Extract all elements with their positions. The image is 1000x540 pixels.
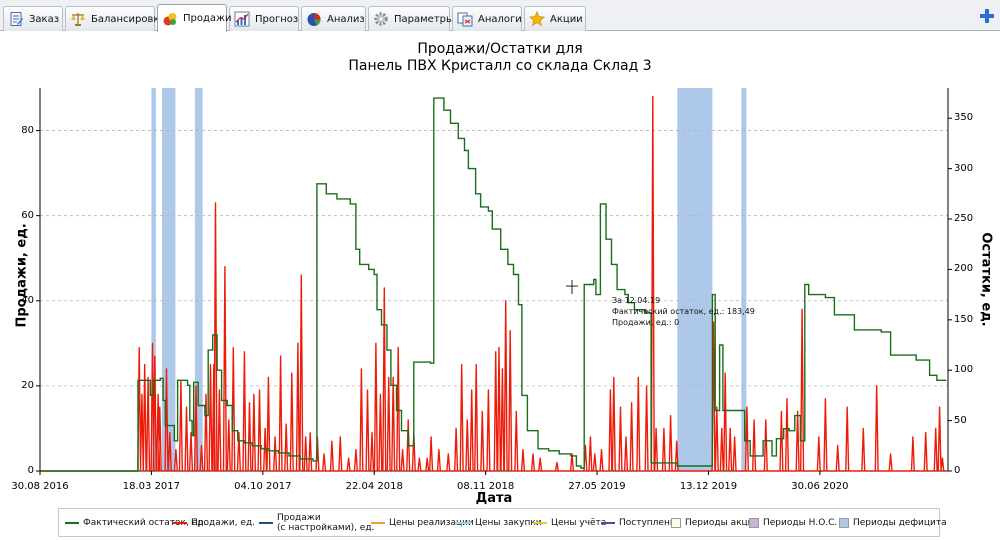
x-tick-label: 27.05 2019 xyxy=(568,481,626,492)
legend-label: Продажи (с настройками), ед. xyxy=(277,512,375,533)
chart-legend: Фактический остаток, ед. Продажи, ед. Прод… xyxy=(58,508,947,537)
legend-item[interactable]: Продажи, ед. xyxy=(173,509,255,536)
legend-item[interactable]: Поступления xyxy=(601,509,681,536)
y-right-tick-label: 200 xyxy=(954,263,974,275)
tooltip-stock: Фактический остаток, ед.: 183,49 xyxy=(612,307,755,316)
x-tick-label: 13.12 2019 xyxy=(679,481,738,492)
legend-label: Периоды Н.О.С. xyxy=(763,517,838,528)
legend-item[interactable]: Цены реализации xyxy=(371,509,474,536)
y-left-tick-label: 0 xyxy=(27,465,34,476)
legend-swatch xyxy=(749,517,759,528)
deficit-period xyxy=(151,88,156,471)
tab-label: Заказ xyxy=(29,13,60,25)
legend-swatch xyxy=(65,521,79,524)
y-right-tick-label: 0 xyxy=(954,465,961,476)
legend-swatch xyxy=(371,521,385,524)
legend-item[interactable]: Цены учёта xyxy=(533,509,606,536)
x-tick-label: 04.10 2017 xyxy=(234,481,292,492)
y-left-tick-label: 60 xyxy=(21,209,34,221)
legend-swatch xyxy=(259,521,273,524)
stock-series xyxy=(40,97,947,472)
legend-label: Продажи, ед. xyxy=(191,517,256,528)
tab-sales[interactable]: Продажи xyxy=(157,4,232,32)
legend-swatch xyxy=(173,521,187,524)
tooltip-date: За 12.04.19 xyxy=(612,296,661,305)
deficit-period xyxy=(194,88,203,471)
legend-label: Цены реализации xyxy=(389,517,474,528)
legend-swatch xyxy=(533,521,547,524)
legend-item[interactable]: Фактический остаток, ед. xyxy=(65,509,206,536)
legend-item[interactable]: Цены закупки xyxy=(457,509,542,536)
tab-balancing[interactable]: Балансировка xyxy=(65,6,166,31)
chart-title-line2: Панель ПВХ Кристалл со склада Склад 3 xyxy=(348,58,652,74)
x-tick-label: 30.08 2016 xyxy=(11,481,69,492)
y-right-tick-label: 300 xyxy=(954,162,974,174)
x-axis-label: Дата xyxy=(475,491,513,506)
legend-label: Периоды акций xyxy=(685,517,760,528)
legend-swatch xyxy=(671,517,681,528)
tab-analysis[interactable]: Анализ xyxy=(301,6,366,31)
tab-label: Продажи xyxy=(183,13,232,24)
scales-icon xyxy=(71,13,85,26)
legend-item[interactable]: Периоды акций xyxy=(671,509,759,536)
y-right-tick-label: 250 xyxy=(954,213,974,225)
legend-item[interactable]: Периоды Н.О.С. xyxy=(749,509,837,536)
x-tick-label: 22.04 2018 xyxy=(345,481,403,492)
y-left-tick-label: 80 xyxy=(21,124,34,136)
legend-item[interactable]: Периоды дефицита xyxy=(839,509,947,536)
y-left-tick-label: 20 xyxy=(21,379,34,391)
x-tick-label: 08.11 2018 xyxy=(457,481,515,492)
tab-analogs[interactable]: Аналоги xyxy=(452,6,522,31)
deficit-period xyxy=(161,88,176,471)
y-right-tick-label: 100 xyxy=(954,364,974,376)
tab-forecast[interactable]: Прогноз xyxy=(229,6,299,31)
legend-swatch xyxy=(839,517,849,528)
legend-label: Цены учёта xyxy=(551,517,607,528)
y-right-tick-label: 350 xyxy=(954,112,974,124)
x-tick-label: 30.06 2020 xyxy=(791,481,849,492)
legend-label: Поступления xyxy=(619,517,682,528)
legend-swatch xyxy=(457,521,471,524)
forecast-chart-icon xyxy=(234,11,250,27)
analogs-icon xyxy=(457,12,473,27)
tab-label: Параметры xyxy=(394,13,454,25)
hover-tooltip: За 12.04.19 Фактический остаток, ед.: 18… xyxy=(612,295,755,328)
tab-label: Акции xyxy=(550,13,583,25)
tab-label: Анализ xyxy=(327,13,365,25)
tab-bar: Заказ Балансировка Продажи Прогноз Анали… xyxy=(0,0,1000,32)
y-axis-left-label: Продажи, ед. xyxy=(14,223,30,328)
y-right-tick-label: 150 xyxy=(954,313,974,325)
legend-label: Периоды дефицита xyxy=(853,517,947,528)
y-left-tick-label: 40 xyxy=(21,294,34,306)
add-icon[interactable] xyxy=(980,9,994,23)
x-tick-label: 18.03 2017 xyxy=(122,481,181,492)
deficit-period xyxy=(741,88,747,471)
y-right-tick-label: 50 xyxy=(954,414,967,426)
tab-label: Прогноз xyxy=(255,13,299,25)
tooltip-sales: Продажи, ед.: 0 xyxy=(612,318,680,327)
legend-item[interactable]: Продажи (с настройками), ед. xyxy=(259,509,374,536)
tab-label: Аналоги xyxy=(478,13,522,25)
legend-label: Цены закупки xyxy=(475,517,542,528)
tab-parameters[interactable]: Параметры xyxy=(368,6,454,31)
tab-label: Балансировка xyxy=(91,13,166,25)
legend-label: Фактический остаток, ед. xyxy=(83,517,207,528)
tab-order[interactable]: Заказ xyxy=(3,6,63,31)
tab-promotions[interactable]: Акции xyxy=(524,6,586,31)
star-icon xyxy=(529,11,545,27)
sales-series xyxy=(40,95,948,472)
gear-icon xyxy=(374,12,388,26)
deficit-period xyxy=(677,88,713,471)
sales-icon xyxy=(163,12,177,25)
pie-chart-icon xyxy=(307,13,321,26)
chart-title-line1: Продажи/Остатки для xyxy=(417,41,583,57)
legend-swatch xyxy=(601,521,615,524)
y-axis-right-label: Остатки, ед. xyxy=(978,232,994,327)
order-icon xyxy=(10,12,23,26)
